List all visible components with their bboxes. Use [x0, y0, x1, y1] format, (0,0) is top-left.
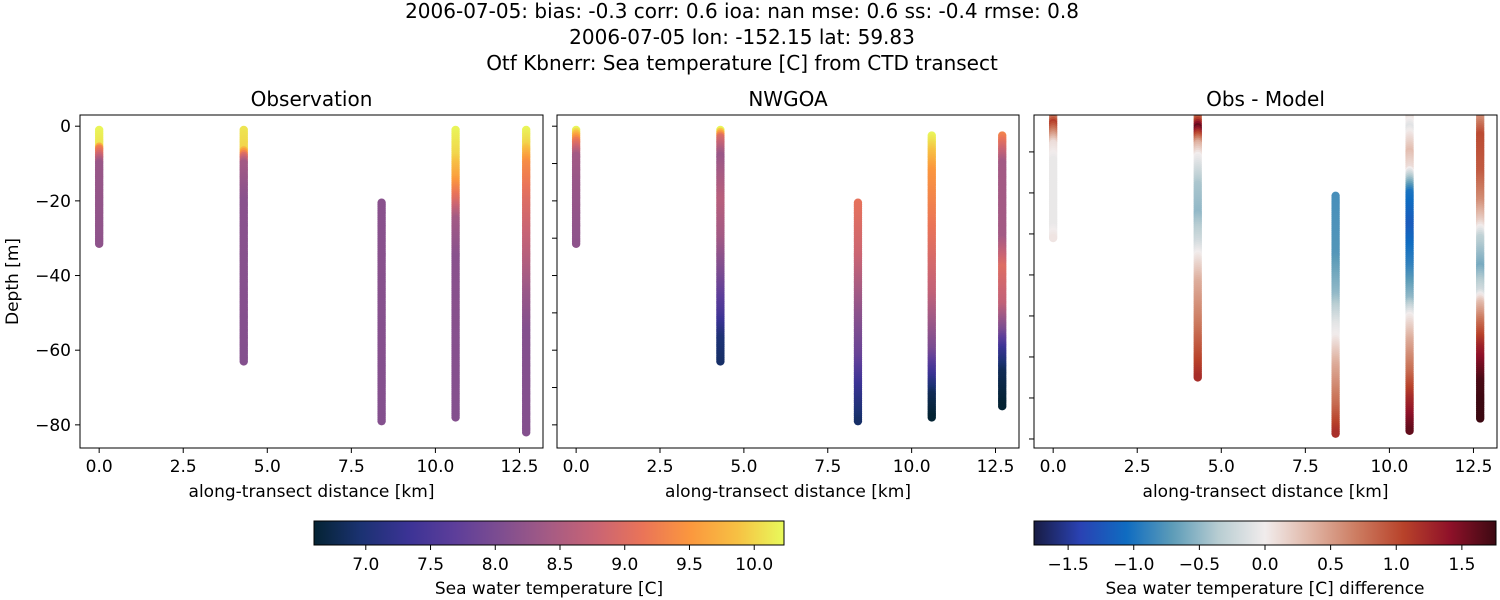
- colorbar-tick-label: 9.0: [611, 555, 638, 575]
- x-tick-label: 10.0: [893, 457, 931, 477]
- scatter-points: [571, 125, 1007, 426]
- x-tick-label: 10.0: [416, 457, 454, 477]
- colorbar-tick-label: 7.0: [352, 555, 379, 575]
- data-point-profile-5: [521, 428, 531, 437]
- colorbar-2: −1.5 −1.0 −0.5 0.0 0.5 1.0 1.5 Sea water temper…: [1033, 520, 1497, 599]
- data-point-profile-1: [571, 239, 581, 248]
- colorbar-gradient: [1033, 520, 1497, 546]
- colorbar-tick-label: 8.5: [546, 555, 573, 575]
- colorbar-tick-label: 9.5: [676, 555, 703, 575]
- scatter-points: [1048, 115, 1485, 438]
- x-tick-label: 12.5: [501, 457, 539, 477]
- x-axis-label: along-transect distance [km]: [665, 482, 911, 502]
- panel-3: 0.0 2.5 5.0 7.5 10.0 12.5 along-transect dista…: [1029, 87, 1498, 502]
- colorbar-tick-label: 10.0: [735, 555, 773, 575]
- scatter-points: [94, 125, 531, 437]
- panel-title: Observation: [251, 87, 373, 111]
- data-point-profile-4: [451, 413, 460, 422]
- colorbar-tick-label: −1.5: [1047, 555, 1088, 575]
- y-tick-label: −20: [35, 192, 71, 212]
- panel-title: NWGOA: [748, 87, 828, 111]
- x-tick-label: 7.5: [1292, 457, 1319, 477]
- x-tick-label: 5.0: [730, 457, 757, 477]
- x-tick-label: 7.5: [814, 457, 841, 477]
- colorbar-tick-label: −1.0: [1113, 555, 1154, 575]
- colorbar-tick-label: 8.0: [482, 555, 509, 575]
- y-tick-label: −60: [35, 341, 71, 361]
- data-point-profile-4: [1405, 426, 1414, 435]
- colorbar-tick-label: 7.5: [417, 555, 444, 575]
- x-tick-label: 2.5: [646, 457, 673, 477]
- x-tick-label: 0.0: [86, 457, 113, 477]
- data-point-profile-5: [1475, 414, 1485, 423]
- data-point-profile-1: [94, 239, 104, 248]
- x-tick-label: 0.0: [563, 457, 590, 477]
- panel-title: Obs - Model: [1206, 87, 1325, 111]
- data-point-profile-3: [1331, 429, 1340, 438]
- y-tick-label: −40: [35, 267, 71, 287]
- colorbar-tick-label: 1.5: [1448, 555, 1475, 575]
- data-point-profile-1: [1048, 233, 1058, 243]
- x-tick-label: 5.0: [254, 457, 281, 477]
- y-tick-label: −80: [35, 416, 71, 436]
- colorbar-gradient: [313, 520, 785, 546]
- x-tick-label: 2.5: [170, 457, 197, 477]
- figure-title-line: 2006-07-05 lon: -152.15 lat: 59.83: [569, 25, 915, 49]
- data-point-profile-2: [239, 357, 248, 366]
- colorbar-label: Sea water temperature [C]: [435, 579, 663, 599]
- data-point-profile-4: [927, 413, 936, 422]
- x-tick-label: 12.5: [977, 457, 1015, 477]
- colorbar-tick-label: 0.5: [1317, 555, 1344, 575]
- x-tick-label: 0.0: [1040, 457, 1067, 477]
- colorbar-tick-label: −0.5: [1179, 555, 1220, 575]
- y-axis-label: Depth [m]: [3, 238, 23, 325]
- colorbar-1: 7.0 7.5 8.0 8.5 9.0 9.5 10.0 Sea water temperat…: [313, 520, 785, 599]
- x-tick-label: 5.0: [1208, 457, 1235, 477]
- x-tick-label: 10.0: [1370, 457, 1408, 477]
- data-point-profile-2: [1193, 373, 1202, 382]
- colorbar-tick-label: 1.0: [1383, 555, 1410, 575]
- figure-title-line: 2006-07-05: bias: -0.3 corr: 0.6 ioa: na…: [405, 0, 1079, 23]
- x-tick-label: 2.5: [1124, 457, 1151, 477]
- figure-title-line: Otf Kbnerr: Sea temperature [C] from CTD…: [486, 51, 998, 75]
- colorbar-tick-label: 0.0: [1251, 555, 1278, 575]
- panel-2: 0.0 2.5 5.0 7.5 10.0 12.5 along-transect dista…: [552, 87, 1020, 502]
- colorbar-label: Sea water temperature [C] difference: [1105, 579, 1424, 599]
- y-tick-label: 0: [60, 117, 71, 137]
- x-tick-label: 12.5: [1455, 457, 1493, 477]
- x-axis-label: along-transect distance [km]: [1143, 482, 1389, 502]
- data-point-profile-5: [998, 401, 1007, 411]
- x-axis-label: along-transect distance [km]: [189, 482, 435, 502]
- data-point-profile-2: [716, 357, 725, 366]
- axes-frame: [79, 114, 544, 449]
- axes-frame: [1033, 114, 1498, 449]
- panel-1: 0.0 2.5 5.0 7.5 10.0 12.5 along-transect dista…: [3, 87, 544, 502]
- x-tick-label: 7.5: [338, 457, 365, 477]
- data-point-profile-3: [377, 416, 386, 426]
- axes-frame: [556, 114, 1020, 449]
- data-point-profile-3: [853, 416, 863, 426]
